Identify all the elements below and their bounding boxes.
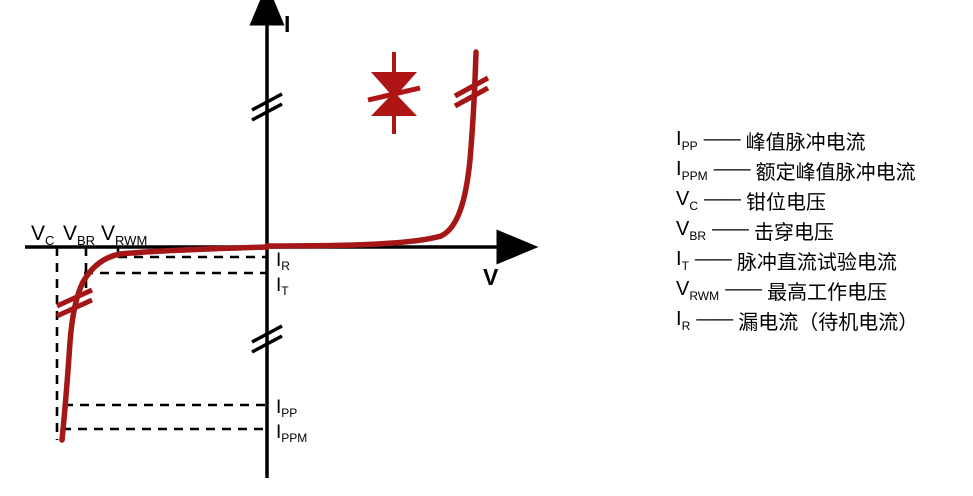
reverse-breakdown-curve — [59, 244, 270, 443]
legend-dash: —— — [704, 189, 741, 210]
legend-symbol-sub: R — [681, 318, 691, 333]
legend-dash: —— — [696, 309, 733, 330]
legend-item-ir: IR —— 漏电流（待机电流） — [676, 306, 918, 334]
diode-zener-bar — [367, 85, 421, 103]
legend-description: 额定峰值脉冲电流 — [755, 159, 916, 184]
x-axis-label: V — [483, 264, 499, 290]
iv-curve-group — [59, 49, 479, 443]
legend-symbol: IPPM — [676, 159, 708, 182]
legend-item-ipp: IPP —— 峰值脉冲电流 — [676, 126, 866, 154]
legend-symbol-base: I — [676, 127, 682, 150]
legend-symbol-base: I — [676, 157, 682, 180]
legend-symbol: VRWM — [676, 279, 719, 302]
ipp-label: IPP — [276, 397, 297, 420]
forward-curve-break-icon — [453, 75, 490, 109]
legend-symbol-sub: RWM — [689, 288, 720, 303]
legend-description: 最高工作电压 — [767, 279, 888, 304]
legend-description: 漏电流（待机电流） — [738, 309, 919, 334]
legend-dash: —— — [712, 219, 749, 240]
legend-symbol-sub: PP — [681, 138, 698, 153]
legend-description: 峰值脉冲电流 — [745, 129, 866, 154]
reverse-curve-break-icon — [55, 287, 94, 319]
legend-symbol: VBR — [676, 219, 706, 242]
legend-symbol: IPP — [676, 129, 698, 152]
legend-item-it: IT —— 脉冲直流试验电流 — [676, 246, 897, 274]
legend-description: 击穿电压 — [754, 219, 835, 244]
diode-triangle-upper — [371, 72, 417, 98]
legend-symbol-base: I — [676, 307, 682, 330]
legend-dash: —— — [694, 249, 732, 270]
legend-symbol-sub: BR — [689, 228, 707, 243]
legend-symbol: IT — [676, 249, 689, 272]
ir-label: IR — [276, 250, 290, 273]
it-label: IT — [276, 275, 289, 298]
legend-item-vbr: VBR —— 击穿电压 — [676, 216, 834, 244]
legend-symbol-base: I — [676, 247, 682, 270]
legend-symbol: VC — [676, 189, 698, 212]
legend-symbol-base: V — [676, 277, 690, 300]
vc-label: VC — [31, 222, 54, 248]
y-axis-upper-break-icon — [251, 92, 283, 122]
legend-dash: —— — [713, 159, 751, 180]
legend-dash: —— — [703, 129, 741, 150]
dashed-guides-group — [55, 247, 267, 440]
legend-item-ippm: IPPM —— 额定峰值脉冲电流 — [676, 156, 916, 184]
legend-description: 脉冲直流试验电流 — [736, 249, 897, 274]
legend-dash: —— — [725, 279, 762, 300]
legend-description: 钳位电压 — [746, 189, 827, 214]
bidirectional-tvs-diode-symbol — [367, 52, 421, 134]
legend-symbol: IR — [676, 309, 690, 332]
ippm-label: IPPM — [276, 422, 307, 445]
vbr-label: VBR — [63, 222, 95, 248]
current-labels-group: IR IT IPP IPPM — [276, 250, 307, 445]
forward-conduction-curve — [264, 49, 479, 249]
legend-symbol-base: V — [676, 217, 690, 240]
diode-triangle-lower — [371, 92, 417, 116]
legend-symbol-sub: PPM — [681, 168, 708, 183]
legend-item-vc: VC —— 钳位电压 — [676, 186, 826, 214]
vrwm-label: VRWM — [101, 222, 147, 248]
legend-symbol-sub: C — [689, 198, 699, 213]
y-axis-label: I — [284, 11, 290, 37]
legend-symbol-sub: T — [681, 258, 689, 273]
legend-item-vrwm: VRWM —— 最高工作电压 — [676, 276, 887, 304]
voltage-labels-group: VC VBR VRWM — [31, 222, 147, 248]
y-axis-lower-break-icon — [251, 324, 283, 354]
legend-symbol-base: V — [676, 187, 690, 210]
